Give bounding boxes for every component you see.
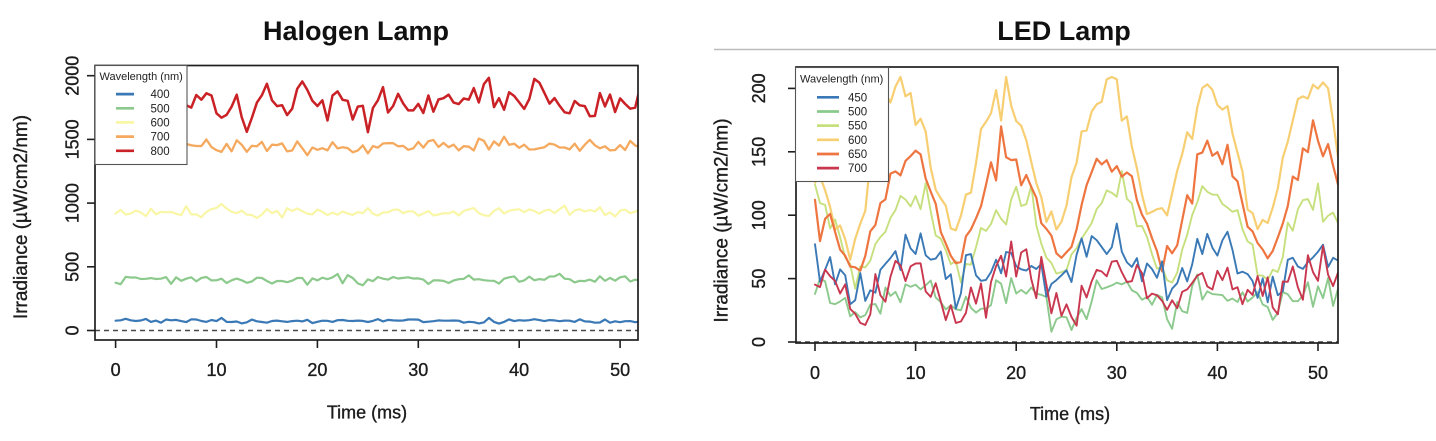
svg-text:40: 40 <box>509 360 529 380</box>
svg-text:500: 500 <box>63 252 83 282</box>
svg-text:650: 650 <box>848 149 867 161</box>
svg-text:1500: 1500 <box>63 119 83 159</box>
svg-text:30: 30 <box>408 360 428 380</box>
svg-text:600: 600 <box>848 135 867 147</box>
svg-text:Time (ms): Time (ms) <box>327 403 407 423</box>
svg-text:Time (ms): Time (ms) <box>1030 404 1110 424</box>
svg-text:550: 550 <box>848 121 867 133</box>
svg-text:100: 100 <box>749 200 769 230</box>
svg-text:30: 30 <box>1107 363 1127 383</box>
svg-text:0: 0 <box>749 337 769 347</box>
svg-text:400: 400 <box>151 89 170 101</box>
svg-text:1000: 1000 <box>63 183 83 223</box>
svg-text:Halogen Lamp: Halogen Lamp <box>263 16 449 46</box>
svg-text:20: 20 <box>1006 363 1026 383</box>
svg-text:Irradiance (µW/cm2/nm): Irradiance (µW/cm2/nm) <box>712 118 733 322</box>
svg-text:450: 450 <box>848 92 867 104</box>
svg-text:800: 800 <box>151 146 170 158</box>
svg-text:150: 150 <box>749 137 769 167</box>
svg-text:50: 50 <box>610 360 630 380</box>
svg-text:Wavelength (nm): Wavelength (nm) <box>800 74 883 86</box>
svg-text:0: 0 <box>111 360 121 380</box>
svg-text:0: 0 <box>810 363 820 383</box>
svg-text:200: 200 <box>749 73 769 103</box>
svg-text:Wavelength (nm): Wavelength (nm) <box>100 71 183 83</box>
svg-text:600: 600 <box>151 117 170 129</box>
svg-text:10: 10 <box>206 360 226 380</box>
svg-text:700: 700 <box>151 132 170 144</box>
svg-text:Irradiance (µW/cm2/nm): Irradiance (µW/cm2/nm) <box>11 115 32 319</box>
svg-text:40: 40 <box>1207 363 1227 383</box>
svg-text:50: 50 <box>1308 363 1328 383</box>
svg-text:500: 500 <box>151 103 170 115</box>
svg-text:2000: 2000 <box>63 56 83 96</box>
svg-text:10: 10 <box>906 363 926 383</box>
svg-text:0: 0 <box>63 325 83 335</box>
svg-text:700: 700 <box>848 163 867 175</box>
svg-text:LED Lamp: LED Lamp <box>997 16 1131 46</box>
svg-text:50: 50 <box>749 269 769 289</box>
svg-text:20: 20 <box>307 360 327 380</box>
svg-text:500: 500 <box>848 107 867 119</box>
